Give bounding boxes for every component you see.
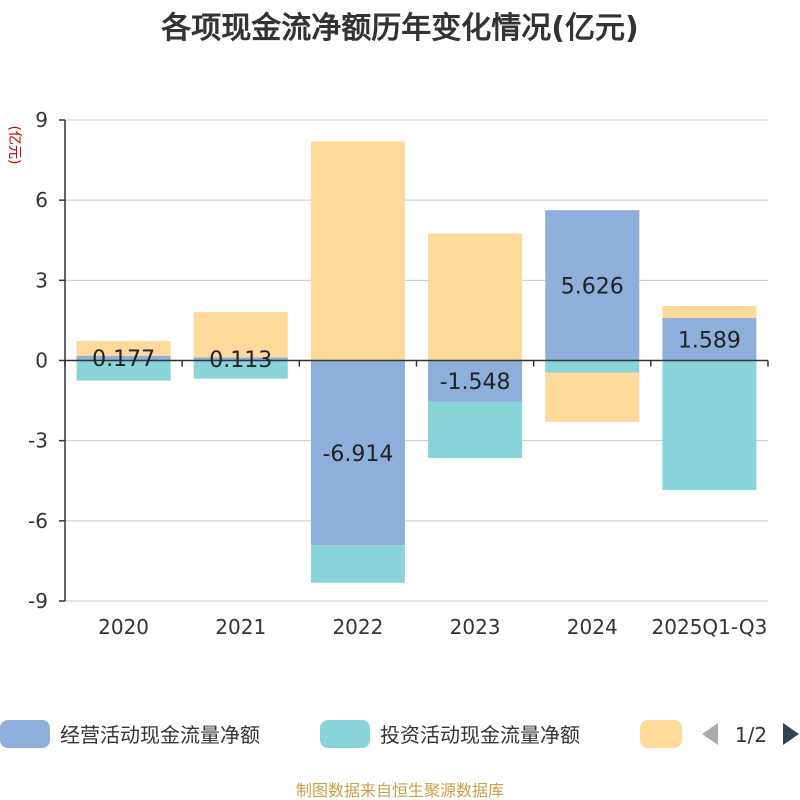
data-label: -6.914	[322, 442, 393, 467]
bar-segment	[310, 141, 405, 361]
y-tick-label: -6	[28, 509, 48, 533]
y-tick-label: 0	[35, 349, 48, 373]
x-tick-label: 2021	[215, 615, 266, 639]
bar-segment	[193, 357, 288, 361]
legend-prev-arrow-icon[interactable]	[702, 723, 718, 745]
bar-segment	[193, 360, 288, 379]
source-note: 制图数据来自恒生聚源数据库	[296, 781, 504, 800]
data-label: 5.626	[561, 274, 624, 299]
chart-title: 各项现金流净额历年变化情况(亿元)	[160, 11, 638, 46]
y-tick-label: -9	[28, 589, 48, 613]
data-label: 0.113	[209, 348, 272, 373]
bar-segment	[76, 355, 171, 361]
legend-label[interactable]: 投资活动现金流量净额	[380, 723, 580, 747]
legend: 经营活动现金流量净额 投资活动现金流量净额 1/2	[0, 720, 799, 748]
bar-segment	[662, 318, 757, 361]
x-tick-label: 2023	[450, 615, 501, 639]
x-tick-label: 2025Q1-Q3	[652, 615, 768, 639]
bars	[76, 141, 757, 583]
bar-segment	[428, 360, 523, 402]
data-label: 1.589	[678, 328, 741, 353]
bar-segment	[193, 312, 288, 358]
y-tick-label: 9	[35, 108, 48, 132]
axes	[59, 119, 769, 602]
gridlines	[65, 119, 768, 602]
legend-label[interactable]: 经营活动现金流量净额	[60, 723, 260, 747]
bar-segment	[545, 210, 640, 361]
bar-segment	[662, 306, 757, 319]
legend-next-arrow-icon[interactable]	[783, 723, 799, 745]
legend-swatch[interactable]	[320, 720, 370, 748]
legend-page-indicator: 1/2	[735, 723, 767, 747]
x-tick-label: 2020	[98, 615, 149, 639]
data-label: -1.548	[440, 370, 511, 395]
bar-segment	[76, 341, 171, 356]
legend-swatch[interactable]	[640, 720, 682, 748]
bar-segment	[545, 360, 640, 373]
y-tick-label: -3	[28, 429, 48, 453]
y-tick-label: 3	[35, 268, 48, 292]
bar-segment	[545, 372, 640, 422]
data-labels: 0.177 0.113 -6.914 -1.548 5.626 1.589	[92, 274, 741, 467]
bar-segment	[662, 360, 757, 491]
tick-labels: 9 6 3 0 -3 -6 -9 2020 2021 2022 2023 2024 2025Q1-Q3	[28, 108, 767, 639]
legend-swatch[interactable]	[0, 720, 50, 748]
data-label: 0.177	[92, 347, 155, 372]
y-axis-label: (亿元)	[6, 126, 22, 165]
y-tick-label: 6	[35, 188, 48, 212]
bar-segment	[310, 545, 405, 583]
x-tick-label: 2024	[567, 615, 618, 639]
bar-segment	[428, 401, 523, 458]
bar-segment	[76, 360, 171, 381]
bar-segment	[428, 233, 523, 361]
x-tick-label: 2022	[332, 615, 383, 639]
bar-segment	[310, 360, 405, 546]
